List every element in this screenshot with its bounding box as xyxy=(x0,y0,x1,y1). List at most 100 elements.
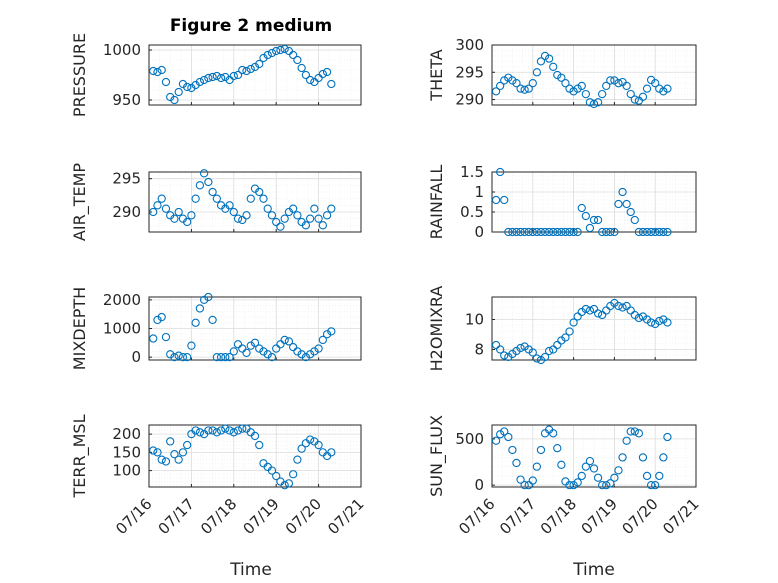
data-point xyxy=(195,77,205,87)
data-point xyxy=(149,207,158,217)
data-point xyxy=(642,227,652,237)
data-point xyxy=(520,480,529,490)
data-point xyxy=(157,65,166,75)
data-point xyxy=(293,347,302,356)
data-point xyxy=(153,448,162,457)
data-point xyxy=(663,227,672,237)
data-point xyxy=(267,352,277,362)
data-point xyxy=(297,350,306,359)
data-point xyxy=(500,76,509,85)
subplot-h2omixra: 8 10 H2OMIXRA xyxy=(427,286,697,371)
data-point xyxy=(614,466,623,475)
data-point xyxy=(216,73,226,83)
y-tick-label: 8 xyxy=(474,341,484,359)
data-point xyxy=(598,480,607,490)
data-point xyxy=(161,332,171,342)
data-point xyxy=(289,204,298,213)
data-point xyxy=(166,350,175,359)
data-point xyxy=(293,455,302,464)
data-point xyxy=(565,84,574,93)
data-point xyxy=(557,227,566,237)
data-point xyxy=(276,222,285,231)
data-point xyxy=(634,429,644,438)
data-point xyxy=(569,87,578,96)
data-point xyxy=(305,350,315,359)
data-point xyxy=(553,70,562,80)
data-point xyxy=(651,79,660,88)
data-point xyxy=(565,227,574,237)
data-point xyxy=(149,446,158,455)
data-point xyxy=(289,342,298,352)
data-point xyxy=(250,431,260,441)
y-tick-label: 0.5 xyxy=(460,203,484,221)
y-axis-label: SUN_FLUX xyxy=(427,415,447,497)
data-point xyxy=(174,455,183,464)
subplot-pressure: 950 1000 PRESSURE xyxy=(70,33,362,117)
data-point xyxy=(322,67,332,77)
data-point xyxy=(516,475,525,484)
y-tick-label: 150 xyxy=(112,443,141,461)
data-point xyxy=(544,54,554,63)
data-point xyxy=(289,470,298,479)
data-point xyxy=(659,227,668,237)
data-point xyxy=(630,427,639,436)
data-point xyxy=(318,335,327,345)
data-point xyxy=(174,207,183,217)
axes-box xyxy=(491,171,697,233)
data-point xyxy=(593,215,603,225)
figure-title: Figure 2 medium xyxy=(170,16,332,36)
data-point xyxy=(187,83,196,93)
x-tick-label: 07/16 xyxy=(455,495,498,538)
data-point xyxy=(255,59,264,69)
data-point xyxy=(585,98,595,107)
y-tick-label: 0 xyxy=(131,348,141,366)
data-point xyxy=(528,227,537,237)
data-point xyxy=(195,428,205,437)
data-point xyxy=(233,214,243,223)
data-point xyxy=(289,50,298,60)
y-tick-label: 1000 xyxy=(103,41,141,59)
data-point xyxy=(491,195,501,205)
data-point xyxy=(149,334,158,343)
data-point xyxy=(229,428,238,437)
data-point xyxy=(524,227,533,237)
data-point xyxy=(297,444,306,453)
data-point xyxy=(500,427,509,436)
subplot-mixdepth: 0 1000 2000 MIXDEPTH xyxy=(70,287,362,370)
data-point xyxy=(204,292,213,302)
data-point xyxy=(276,340,285,349)
data-point xyxy=(318,69,327,79)
data-point xyxy=(638,92,648,101)
data-point xyxy=(528,348,537,357)
data-point xyxy=(630,215,639,225)
data-point xyxy=(581,304,590,314)
data-point xyxy=(585,223,595,233)
data-point xyxy=(238,344,247,353)
data-point xyxy=(561,227,570,237)
data-point xyxy=(536,445,546,455)
data-point xyxy=(259,53,268,63)
data-point xyxy=(199,169,209,178)
data-point xyxy=(229,207,238,217)
data-point xyxy=(255,344,264,353)
data-point xyxy=(183,82,192,92)
data-point xyxy=(618,303,627,312)
data-point xyxy=(204,177,213,187)
data-point xyxy=(593,473,603,482)
data-point xyxy=(589,215,599,225)
data-point xyxy=(174,87,183,97)
data-point xyxy=(195,181,205,190)
data-point xyxy=(618,187,627,197)
data-point xyxy=(301,352,311,362)
data-point xyxy=(646,227,656,237)
data-point xyxy=(553,227,562,237)
data-point xyxy=(153,67,162,77)
data-point xyxy=(199,75,209,85)
data-point xyxy=(659,453,668,462)
data-point xyxy=(516,84,525,93)
data-point xyxy=(149,66,158,76)
data-point xyxy=(610,473,619,482)
y-axis-label: THETA xyxy=(427,49,446,101)
